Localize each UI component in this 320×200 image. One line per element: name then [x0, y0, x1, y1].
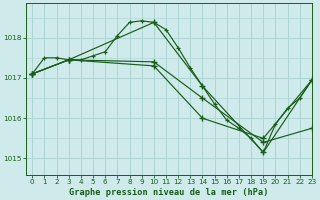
X-axis label: Graphe pression niveau de la mer (hPa): Graphe pression niveau de la mer (hPa) [69, 188, 269, 197]
